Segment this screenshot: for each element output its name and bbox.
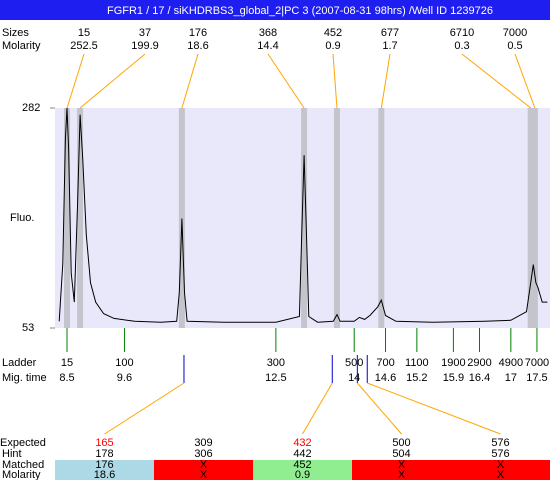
hint: 576 bbox=[491, 448, 509, 460]
peak-molarity: 0.5 bbox=[507, 40, 522, 52]
peak-band bbox=[378, 108, 385, 328]
result-cell bbox=[154, 460, 253, 480]
molarity: X bbox=[398, 469, 406, 480]
ladder-size: 7000 bbox=[525, 357, 549, 369]
peak-band bbox=[531, 108, 538, 328]
peak-band bbox=[64, 108, 71, 328]
peak-band bbox=[178, 108, 185, 328]
matched: X bbox=[497, 459, 505, 471]
peak-row-label: Sizes bbox=[2, 27, 29, 39]
trace bbox=[58, 107, 548, 323]
y-tick-label: 282 bbox=[22, 102, 40, 114]
peak-molarity: 199.9 bbox=[131, 40, 159, 52]
ladder-size: 15 bbox=[61, 357, 73, 369]
peak-band bbox=[333, 108, 340, 328]
peak-size: 37 bbox=[139, 27, 151, 39]
expected-size: 309 bbox=[194, 437, 212, 449]
y-tick-label: 53 bbox=[22, 322, 34, 334]
matched: X bbox=[200, 459, 208, 471]
peak-band bbox=[527, 108, 534, 328]
x-tick-label: 17.5 bbox=[526, 372, 547, 384]
ladder-size: 100 bbox=[115, 357, 133, 369]
expected-connector bbox=[302, 382, 333, 435]
peak-connector bbox=[79, 53, 146, 109]
peak-connector bbox=[514, 53, 536, 109]
peak-molarity: 14.4 bbox=[257, 40, 278, 52]
result-cell bbox=[253, 460, 352, 480]
x-tick-label: 16.4 bbox=[469, 372, 490, 384]
peak-molarity: 0.9 bbox=[325, 40, 340, 52]
hint: 306 bbox=[194, 448, 212, 460]
peak-connector bbox=[380, 53, 391, 109]
peak-size: 15 bbox=[78, 27, 90, 39]
peak-molarity: 18.6 bbox=[187, 40, 208, 52]
hint: 442 bbox=[293, 448, 311, 460]
peak-band bbox=[77, 108, 84, 328]
row-label: Molarity bbox=[2, 469, 41, 480]
ladder-size: 4900 bbox=[499, 357, 523, 369]
ladder-label: Ladder bbox=[2, 357, 37, 369]
peak-molarity: 1.7 bbox=[382, 40, 397, 52]
peak-molarity: 0.3 bbox=[454, 40, 469, 52]
x-tick-label: 17 bbox=[505, 372, 517, 384]
peak-molarity: 252.5 bbox=[70, 40, 98, 52]
x-tick-label: 14 bbox=[348, 372, 360, 384]
peak-size: 7000 bbox=[503, 27, 527, 39]
peak-connector bbox=[181, 53, 199, 109]
x-tick-label: 9.6 bbox=[117, 372, 132, 384]
peak-size: 677 bbox=[381, 27, 399, 39]
peak-size: 368 bbox=[259, 27, 277, 39]
molarity: 18.6 bbox=[94, 469, 115, 480]
ladder-size: 2900 bbox=[467, 357, 491, 369]
result-cell bbox=[352, 460, 451, 480]
ladder-size: 1900 bbox=[441, 357, 465, 369]
header-bar bbox=[0, 0, 550, 20]
peak-connector bbox=[66, 53, 85, 109]
expected-size: 432 bbox=[293, 437, 311, 449]
hint: 178 bbox=[95, 448, 113, 460]
header-title: FGFR1 / 17 / siKHDRBS3_global_2|PC 3 (20… bbox=[107, 5, 493, 17]
peak-connector bbox=[332, 53, 338, 109]
peak-size: 6710 bbox=[450, 27, 474, 39]
x-tick-label: 8.5 bbox=[59, 372, 74, 384]
expected-connector bbox=[104, 382, 185, 435]
matched: 452 bbox=[293, 459, 311, 471]
row-label: Matched bbox=[2, 459, 44, 471]
y-axis-label: Fluo. bbox=[10, 212, 34, 224]
peak-connector bbox=[461, 53, 531, 109]
ladder-label: Mig. time bbox=[2, 372, 47, 384]
expected-size: 576 bbox=[491, 437, 509, 449]
peak-size: 452 bbox=[324, 27, 342, 39]
ladder-size: 500 bbox=[345, 357, 363, 369]
x-tick-label: 15.2 bbox=[406, 372, 427, 384]
peak-band bbox=[301, 108, 308, 328]
molarity: 0.9 bbox=[295, 469, 310, 480]
peak-connector bbox=[267, 53, 305, 109]
x-tick-label: 14.6 bbox=[375, 372, 396, 384]
expected-connector bbox=[367, 382, 501, 435]
result-cell bbox=[55, 460, 154, 480]
matched: 176 bbox=[95, 459, 113, 471]
row-label: Hint bbox=[2, 448, 22, 460]
molarity: X bbox=[200, 469, 208, 480]
ladder-size: 300 bbox=[267, 357, 285, 369]
result-cell bbox=[451, 460, 550, 480]
expected-connector bbox=[356, 382, 402, 435]
peak-row-label: Molarity bbox=[2, 40, 41, 52]
x-tick-label: 15.9 bbox=[443, 372, 464, 384]
expected-size: 500 bbox=[392, 437, 410, 449]
expected-size: 165 bbox=[95, 437, 113, 449]
ladder-size: 700 bbox=[376, 357, 394, 369]
hint: 504 bbox=[392, 448, 410, 460]
row-label: Expected bbox=[0, 437, 46, 449]
x-tick-label: 12.5 bbox=[265, 372, 286, 384]
matched: X bbox=[398, 459, 406, 471]
peak-size: 176 bbox=[189, 27, 207, 39]
molarity: X bbox=[497, 469, 505, 480]
ladder-size: 1100 bbox=[405, 357, 429, 369]
